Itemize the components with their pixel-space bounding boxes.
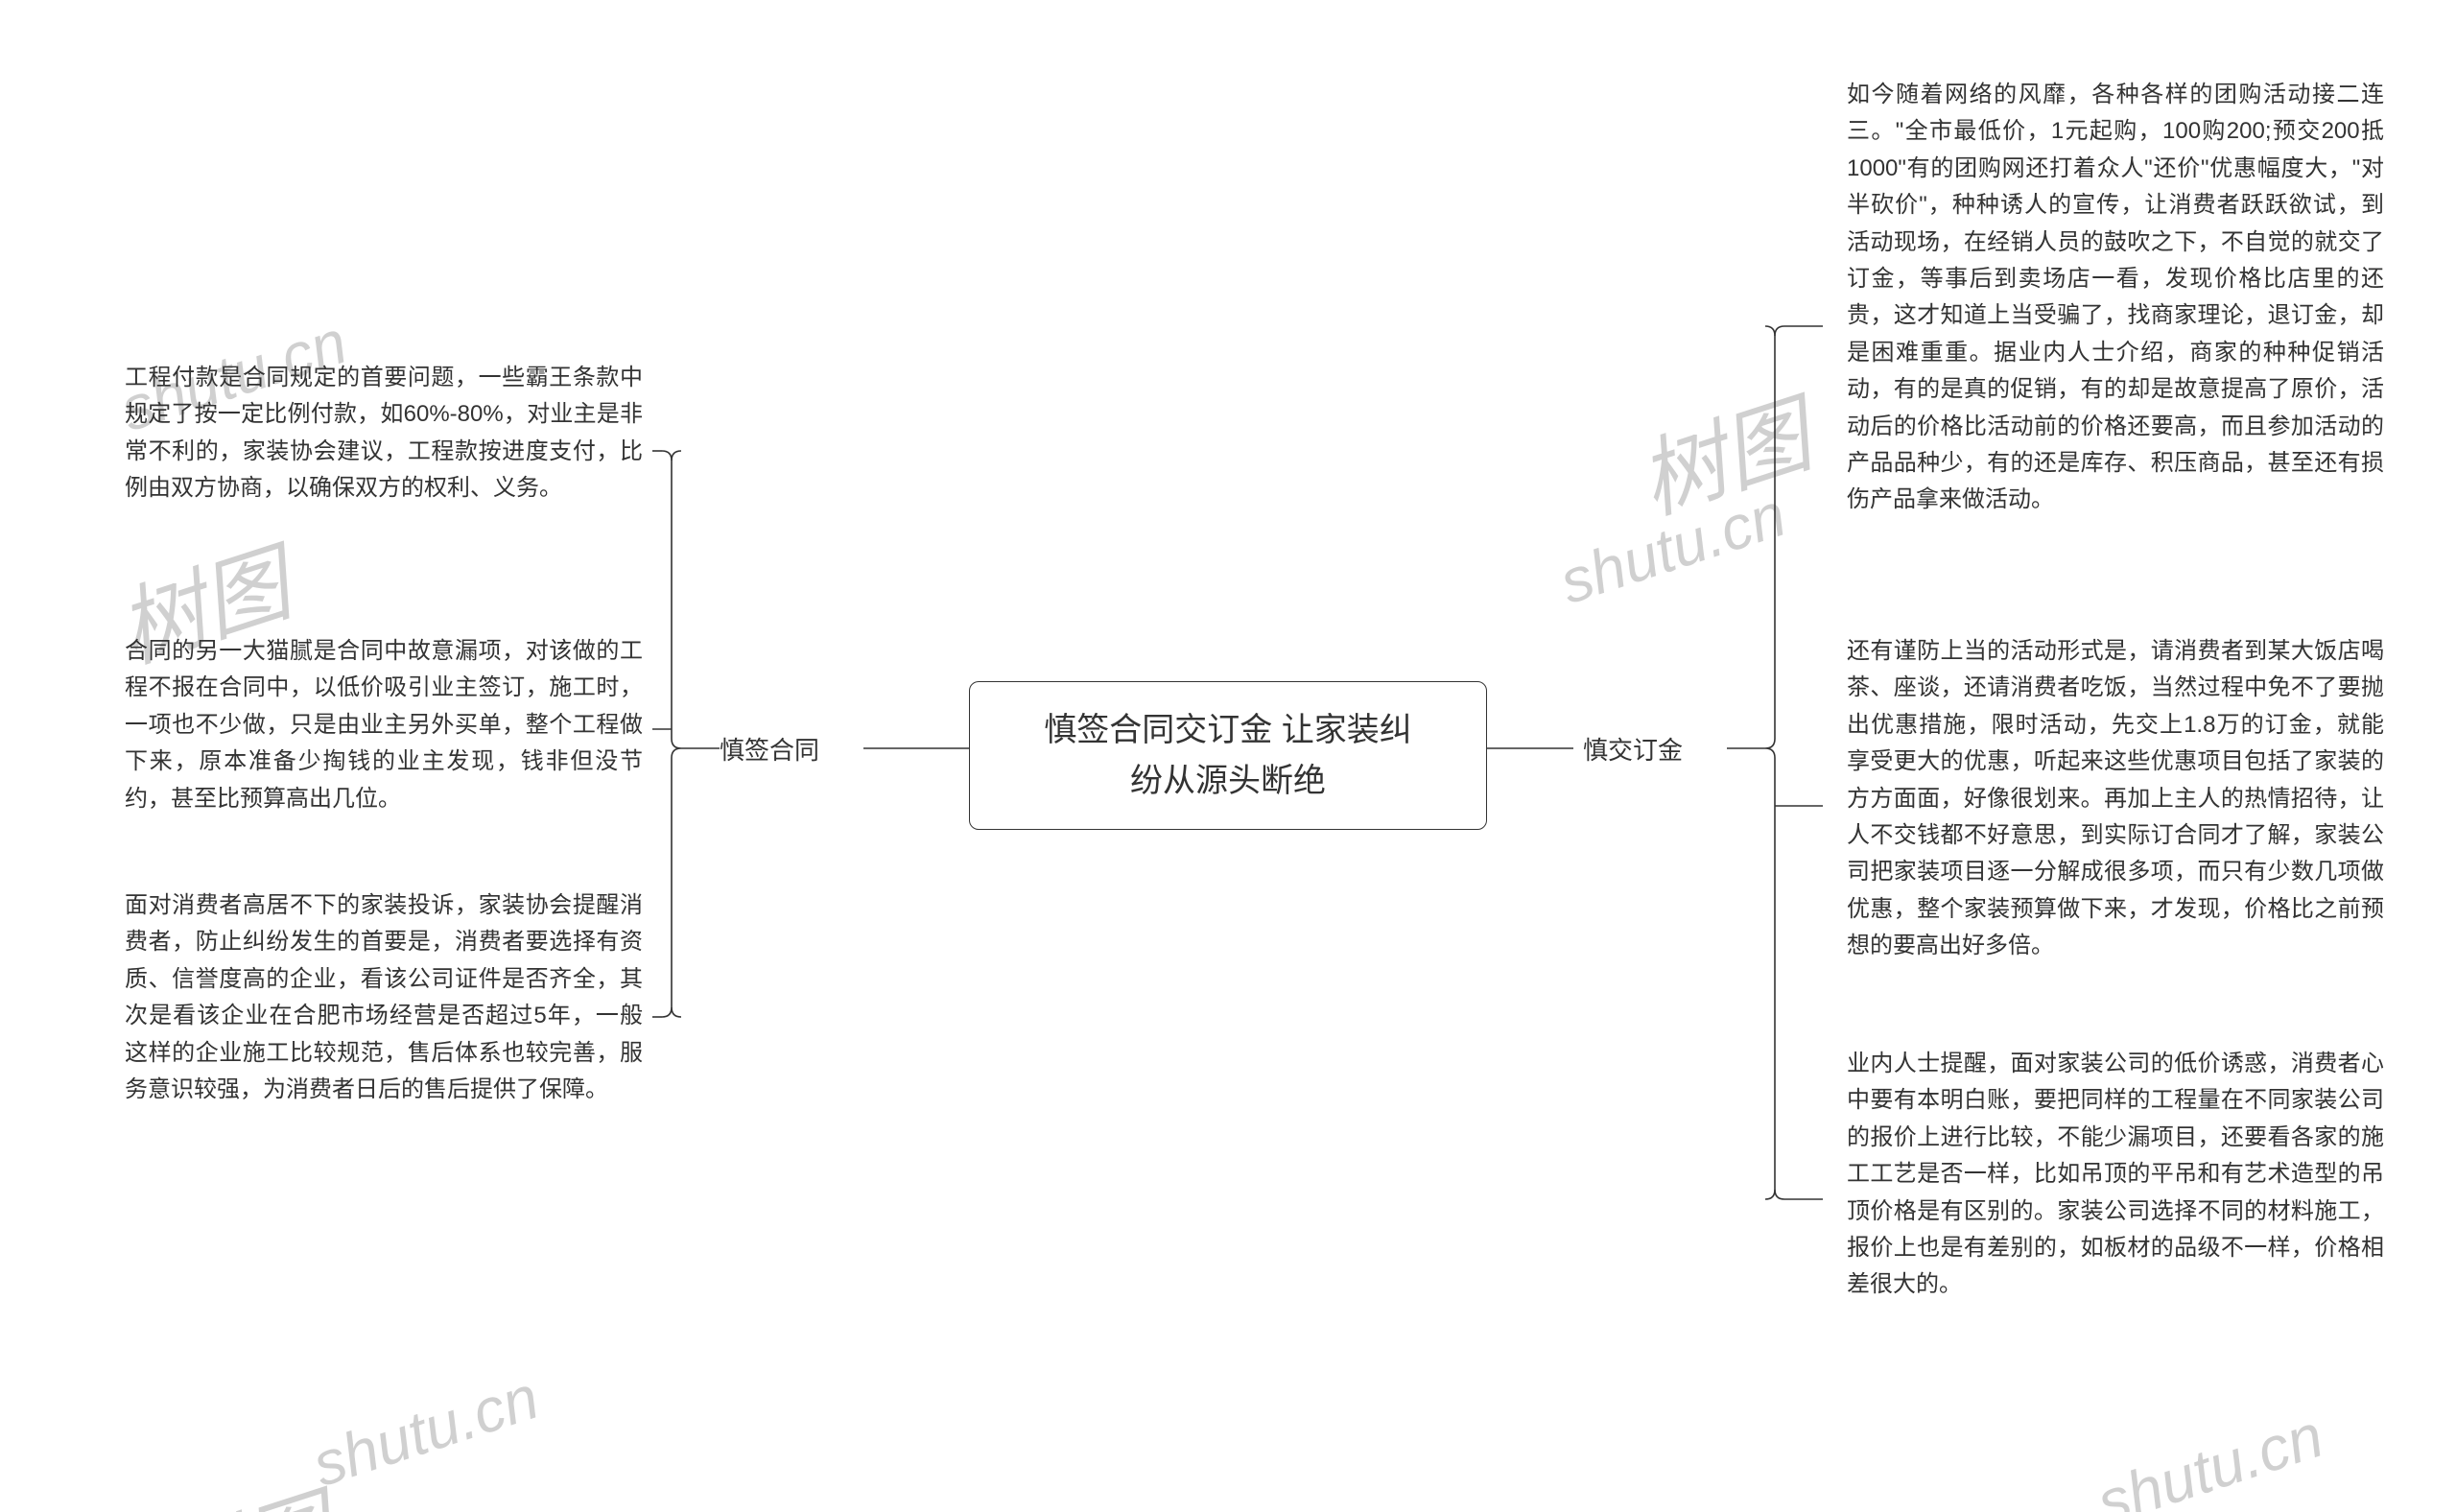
left-leaf-3: 面对消费者高居不下的家装投诉，家装协会提醒消费者，防止纠纷发生的首要是，消费者要… <box>125 887 643 1108</box>
left-leaf-2: 合同的另一大猫腻是合同中故意漏项，对该做的工程不报在合同中，以低价吸引业主签订，… <box>125 633 643 817</box>
root-node: 慎签合同交订金 让家装纠 纷从源头断绝 <box>969 681 1487 830</box>
right-leaf-1: 如今随着网络的风靡，各种各样的团购活动接二连三。"全市最低价，1元起购，100购… <box>1847 77 2384 519</box>
watermark: shutu.cn <box>2089 1400 2331 1512</box>
right-leaf-3: 业内人士提醒，面对家装公司的低价诱惑，消费者心中要有本明白账，要把同样的工程量在… <box>1847 1046 2384 1304</box>
right-leaf-2: 还有谨防上当的活动形式是，请消费者到某大饭店喝茶、座谈，还请消费者吃饭，当然过程… <box>1847 633 2384 965</box>
branch-left-label: 慎签合同 <box>720 731 819 769</box>
left-leaf-1: 工程付款是合同规定的首要问题，一些霸王条款中规定了按一定比例付款，如60%-80… <box>125 360 643 508</box>
root-title-line2: 纷从源头断绝 <box>1001 756 1455 807</box>
root-title-line1: 慎签合同交订金 让家装纠 <box>1001 705 1455 756</box>
branch-right-label: 慎交订金 <box>1583 731 1683 769</box>
watermark: shutu.cn <box>304 1361 547 1500</box>
